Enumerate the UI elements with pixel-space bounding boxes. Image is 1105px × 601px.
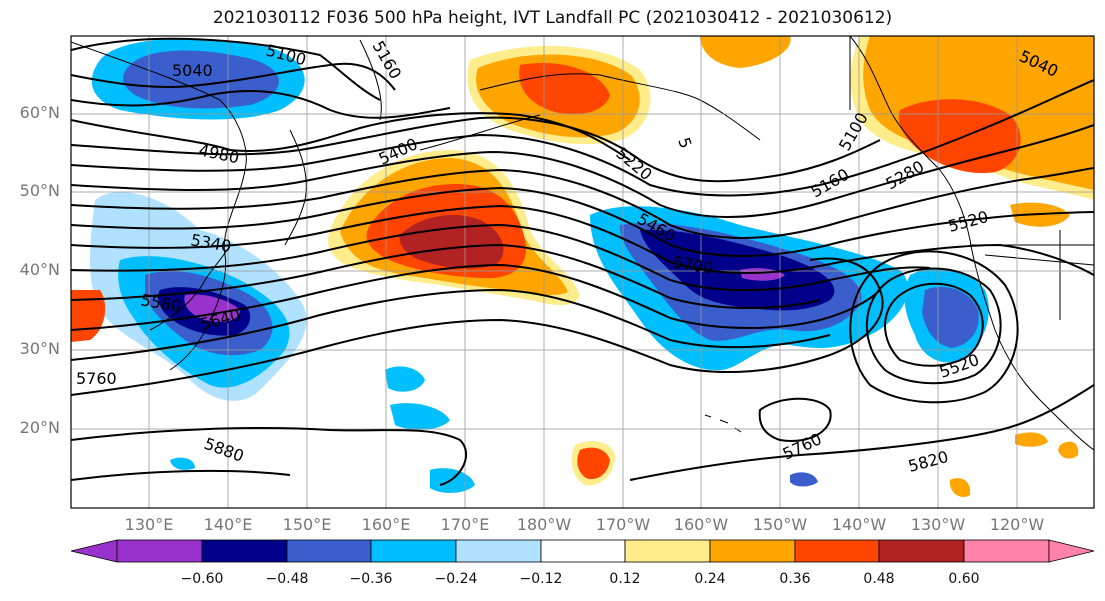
colorbar-segment [709,539,796,563]
colorbar-segment [624,539,711,563]
lon-label: 120°W [989,515,1045,534]
lon-label: 160°W [673,515,729,534]
lat-label: 20°N [19,418,60,437]
colorbar-tick-label: 0.24 [694,571,726,587]
contour-label: 5040 [172,61,213,80]
lon-label: 150°E [282,515,332,534]
lat-label: 50°N [19,181,60,200]
lon-label: 140°E [203,515,253,534]
colorbar-tick-label: 0.12 [609,571,641,587]
colorbar-segment [70,539,118,563]
colorbar-tick-label: −0.24 [434,571,478,587]
map-title: 2021030112 F036 500 hPa height, IVT Land… [212,8,893,28]
colorbar-tick-label: 0.48 [863,571,895,587]
lat-label: 40°N [19,260,60,279]
lat-label: 60°N [19,103,60,122]
contour-label: 5760 [76,369,117,388]
lon-label: 140°W [831,515,887,534]
colorbar-segment [455,539,542,563]
height-contours [71,37,1094,486]
colorbar-segment [116,539,203,563]
colorbar-segment [201,539,288,563]
colorbar-tick-label: −0.60 [180,571,224,587]
colorbar-segment [286,539,372,563]
lon-label: 170°E [440,515,490,534]
colorbar-segment [878,539,965,563]
ivt-negative-shading [90,38,989,493]
lon-label: 130°E [124,515,174,534]
colorbar-tick-label: −0.12 [519,571,563,587]
colorbar [70,539,1095,563]
lat-label: 30°N [19,339,60,358]
colorbar-segment [370,539,457,563]
colorbar-tick-label: 0.60 [948,571,980,587]
colorbar-segment [540,539,626,563]
lon-label: 170°W [595,515,651,534]
colorbar-tick-label: −0.48 [265,571,309,587]
colorbar-segment [794,539,880,563]
colorbar-segment [1048,539,1095,563]
colorbar-tick-label: 0.36 [779,571,811,587]
lon-label: 150°W [752,515,808,534]
lon-label: 130°W [910,515,966,534]
plot-frame [70,35,1095,509]
coastlines [71,36,1094,451]
lon-label: 180°W [516,515,572,534]
lon-label: 160°E [361,515,411,534]
colorbar-segment [963,539,1050,563]
colorbar-tick-label: −0.36 [349,571,393,587]
